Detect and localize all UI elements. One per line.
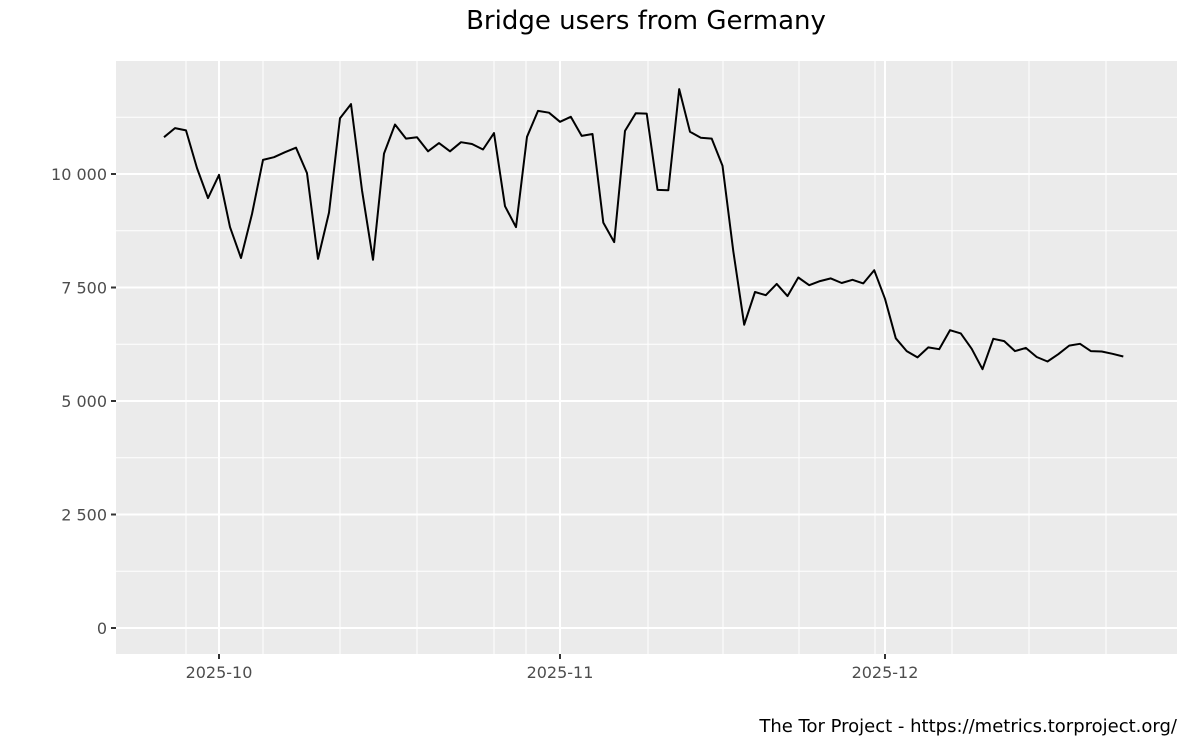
y-tick-label: 7 500 xyxy=(61,279,107,298)
y-tick-label: 5 000 xyxy=(61,392,107,411)
x-tick-label: 2025-10 xyxy=(186,663,253,682)
y-tick-label: 2 500 xyxy=(61,506,107,525)
x-tick-label: 2025-12 xyxy=(852,663,919,682)
y-axis: 0 2 500 5 000 7 500 10 000 xyxy=(51,165,116,638)
y-tick-label: 0 xyxy=(97,619,107,638)
x-axis: 2025-10 2025-11 2025-12 xyxy=(186,654,919,682)
y-tick-label: 10 000 xyxy=(51,165,107,184)
series-line-bridge-users xyxy=(163,88,1124,371)
chart-title: Bridge users from Germany xyxy=(466,6,826,36)
x-tick-label: 2025-11 xyxy=(527,663,594,682)
grid-major xyxy=(116,61,1177,654)
chart-caption: The Tor Project - https://metrics.torpro… xyxy=(759,716,1177,737)
plot-panel xyxy=(116,61,1177,654)
grid-minor xyxy=(116,61,1177,654)
